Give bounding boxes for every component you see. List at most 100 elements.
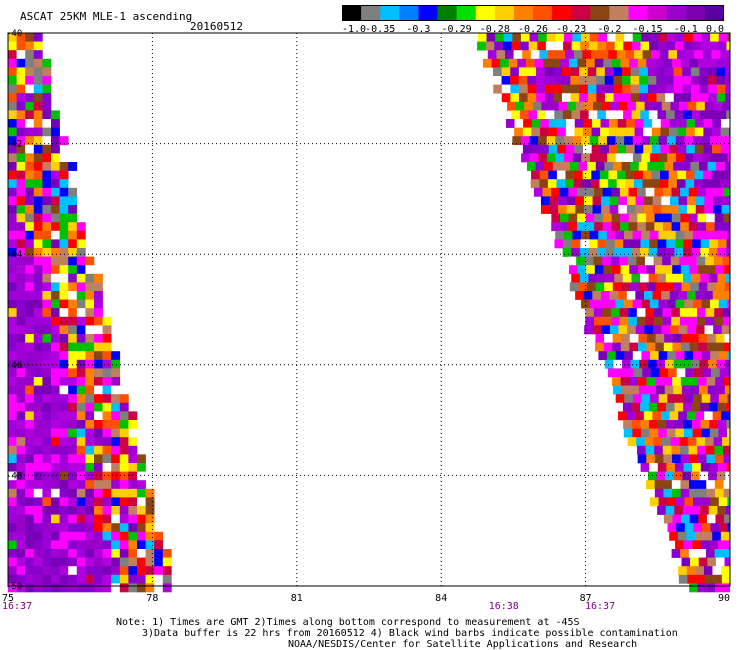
swath-cell — [16, 420, 26, 429]
swath-cell — [582, 170, 592, 180]
swath-cell — [528, 110, 538, 120]
lon-tick-label: 75 — [2, 593, 14, 604]
swath-cell — [8, 179, 17, 189]
swath-cell — [76, 574, 86, 584]
swath-cell — [111, 437, 121, 447]
swath-cell — [25, 170, 35, 180]
swath-cell — [638, 282, 648, 292]
swath-cell — [629, 334, 639, 343]
swath-cell — [639, 67, 649, 77]
swath-cell — [726, 540, 730, 550]
swath-cell — [656, 67, 666, 77]
swath-cell — [717, 273, 727, 283]
swath-cell — [609, 205, 619, 214]
swath-cell — [8, 574, 17, 584]
swath-cell — [611, 187, 621, 197]
swath-cell — [718, 33, 728, 42]
swath-cell — [25, 136, 35, 146]
swath-cell — [33, 84, 43, 94]
swath-cell — [654, 213, 664, 223]
swath-cell — [681, 334, 691, 343]
swath-cell — [94, 316, 103, 326]
swath-cell — [524, 101, 534, 111]
swath-cell — [76, 514, 86, 524]
swath-cell — [606, 136, 616, 146]
swath-cell — [708, 67, 717, 77]
swath-cell — [602, 187, 612, 197]
swath-cell — [720, 144, 730, 154]
swath-cell — [709, 428, 719, 438]
swath-cell — [669, 291, 679, 300]
swath-cell — [51, 187, 60, 197]
swath-cell — [94, 299, 103, 309]
swath-cell — [585, 316, 595, 326]
swath-cell — [693, 368, 703, 378]
swath-cell — [537, 110, 546, 120]
swath-cell — [597, 41, 607, 51]
swath-cell — [25, 282, 35, 292]
swath-cell — [25, 574, 35, 584]
swath-cell — [535, 76, 545, 85]
swath-cell — [25, 144, 35, 154]
swath-cell — [520, 33, 530, 42]
swath-cell — [529, 153, 539, 163]
swath-cell — [42, 411, 52, 421]
swath-cell — [42, 583, 52, 593]
swath-cell — [723, 445, 730, 455]
swath-cell — [76, 488, 86, 498]
swath-cell — [612, 377, 621, 386]
swath-cell — [655, 162, 665, 171]
swath-cell — [663, 213, 673, 223]
swath-cell — [727, 299, 730, 309]
swath-cell — [512, 33, 522, 42]
swath-cell — [611, 213, 621, 223]
colorbar-swatch — [399, 5, 419, 21]
swath-cell — [94, 282, 103, 292]
swath-cell — [528, 41, 538, 51]
swath-cell — [16, 428, 26, 438]
swath-cell — [8, 41, 17, 51]
swath-cell — [102, 428, 112, 438]
swath-cell — [687, 325, 697, 335]
swath-cell — [595, 342, 604, 352]
swath-cell — [689, 514, 699, 524]
swath-cell — [511, 110, 521, 120]
swath-cell — [675, 33, 685, 42]
swath-cell — [645, 316, 655, 326]
swath-cell — [631, 248, 641, 257]
swath-cell — [620, 342, 630, 352]
swath-cell — [145, 549, 155, 558]
swath-cell — [701, 299, 711, 309]
swath-cell — [657, 110, 667, 120]
swath-cell — [580, 239, 590, 249]
swath-cell — [633, 368, 643, 378]
swath-cell — [626, 411, 636, 421]
swath-cell — [590, 179, 600, 189]
swath-cell — [8, 144, 17, 154]
swath-cell — [42, 84, 52, 94]
swath-cell — [25, 67, 35, 77]
swath-cell — [601, 196, 611, 206]
swath-cell — [33, 540, 43, 550]
swath-cell — [588, 239, 598, 249]
swath-cell — [59, 248, 69, 257]
swath-cell — [724, 514, 730, 524]
swath-cell — [530, 179, 540, 189]
swath-cell — [68, 506, 78, 515]
swath-cell — [33, 368, 43, 378]
swath-cell — [25, 256, 35, 266]
swath-cell — [644, 196, 654, 206]
swath-cell — [68, 368, 78, 378]
swath-cell — [698, 334, 708, 343]
swath-cell — [629, 265, 639, 275]
swath-cell — [25, 119, 35, 128]
swath-cell — [694, 170, 704, 180]
swath-cell — [85, 531, 95, 541]
swath-cell — [25, 351, 35, 361]
swath-cell — [68, 256, 78, 266]
swath-cell — [710, 497, 720, 507]
swath-cell — [486, 33, 496, 42]
swath-cell — [631, 41, 641, 51]
swath-cell — [33, 119, 43, 128]
swath-cell — [102, 325, 112, 335]
